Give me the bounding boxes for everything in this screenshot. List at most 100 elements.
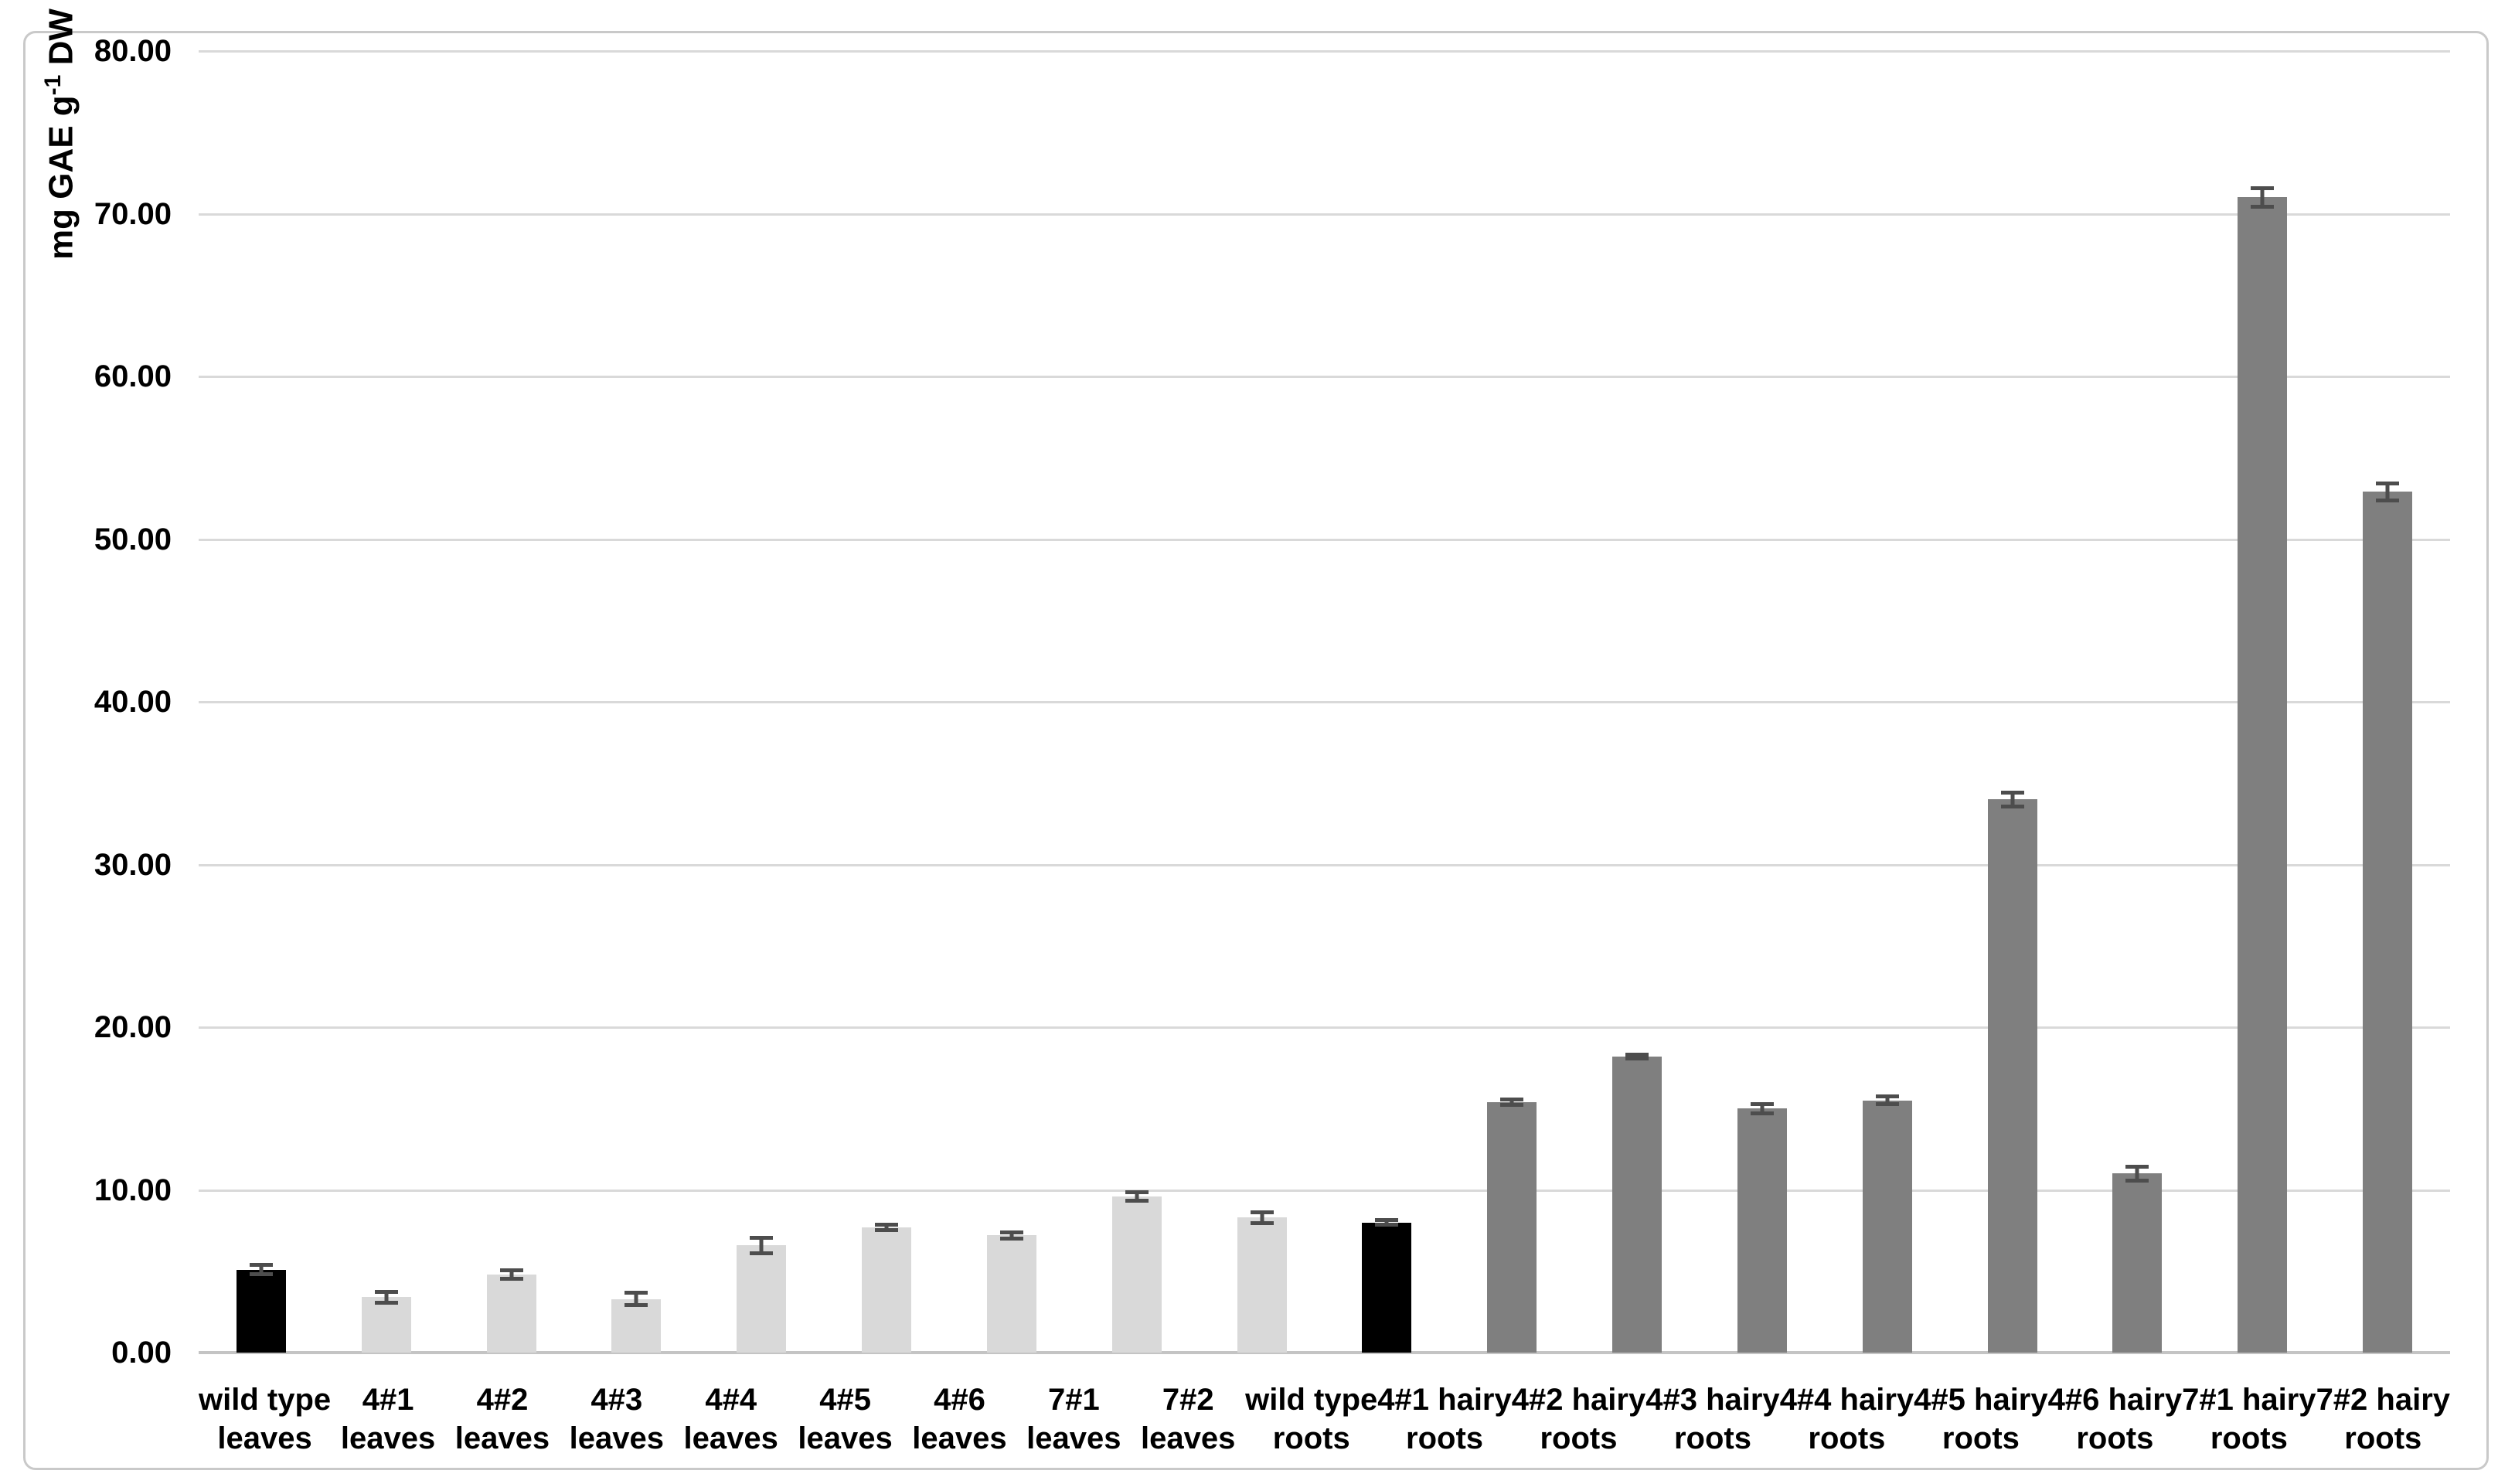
category-label: 4#2 hairy roots	[1512, 1353, 1645, 1458]
error-bar-cap-bottom	[624, 1302, 648, 1307]
error-bar-cap-bottom	[1125, 1199, 1149, 1203]
error-bar-cap-bottom	[1375, 1222, 1399, 1227]
y-tick-label: 80.00	[94, 34, 172, 68]
category-label: 4#3 hairy roots	[1645, 1353, 1779, 1458]
bar-slot	[824, 51, 949, 1353]
category-label: 4#6 hairy roots	[2048, 1353, 2182, 1458]
error-bar-cap-top	[1750, 1101, 1774, 1106]
category-label: 4#6 leaves	[903, 1353, 1017, 1458]
error-bar-cap-bottom	[1875, 1102, 1899, 1106]
y-tick-label: 60.00	[94, 359, 172, 393]
category-label: 4#2 leaves	[445, 1353, 560, 1458]
bar	[862, 1227, 912, 1353]
bar-slot	[324, 51, 449, 1353]
error-bar-cap-bottom	[1250, 1220, 1274, 1225]
error-bar-cap-top	[499, 1268, 523, 1272]
bar	[1237, 1217, 1287, 1353]
error-bar-cap-bottom	[875, 1228, 899, 1233]
y-axis-title-prefix: mg GAE g	[42, 95, 80, 260]
error-bar-cap-top	[875, 1222, 899, 1227]
gridline	[199, 50, 2450, 53]
bar	[1612, 1056, 1662, 1353]
bar-slot	[2200, 51, 2325, 1353]
category-label: 4#5 leaves	[788, 1353, 903, 1458]
category-label: 7#2 hairy roots	[2316, 1353, 2450, 1458]
category-label-line2: roots	[2344, 1421, 2422, 1455]
y-tick-label: 20.00	[94, 1010, 172, 1044]
category-label: 7#2 leaves	[1131, 1353, 1245, 1458]
error-bar-cap-bottom	[374, 1300, 398, 1305]
y-tick-label: 0.00	[111, 1336, 172, 1370]
category-label-line1: 4#5	[819, 1383, 871, 1417]
category-label-line1: 4#6 hairy	[2047, 1383, 2183, 1417]
category-label: 4#1 leaves	[331, 1353, 445, 1458]
bar-slot	[199, 51, 324, 1353]
y-tick-label: 30.00	[94, 847, 172, 882]
category-label-line2: roots	[1808, 1421, 1886, 1455]
category-label-line1: 4#2	[476, 1383, 529, 1417]
category-label-line1: 7#2	[1162, 1383, 1214, 1417]
category-label: 7#1 hairy roots	[2182, 1353, 2316, 1458]
error-bar-cap-bottom	[999, 1236, 1023, 1241]
error-bar-line	[259, 1264, 264, 1275]
y-axis-title-superscript: -1	[40, 74, 66, 96]
error-bar-line	[1635, 1053, 1639, 1060]
gridline	[199, 538, 2450, 541]
bar-slot	[1825, 51, 1950, 1353]
category-label: wild type leaves	[199, 1353, 331, 1458]
y-tick-label: 50.00	[94, 522, 172, 556]
bar	[1362, 1222, 1412, 1353]
gridline	[199, 701, 2450, 703]
category-label: 4#1 hairy roots	[1377, 1353, 1511, 1458]
gridline	[199, 376, 2450, 378]
category-label-line2: leaves	[340, 1421, 436, 1455]
error-bar-line	[1260, 1211, 1264, 1224]
category-label-line2: leaves	[1141, 1421, 1236, 1455]
category-label-line2: roots	[1406, 1421, 1484, 1455]
category-label-line2: roots	[2076, 1421, 2154, 1455]
category-label-line2: roots	[1272, 1421, 1350, 1455]
category-label-line2: leaves	[454, 1421, 550, 1455]
error-bar-cap-bottom	[2000, 804, 2024, 808]
category-label-line2: leaves	[569, 1421, 664, 1455]
error-bar-cap-bottom	[1750, 1111, 1774, 1115]
bar	[1987, 799, 2037, 1353]
category-label-line1: 4#3	[590, 1383, 643, 1417]
error-bar-cap-top	[2000, 790, 2024, 795]
bar	[361, 1297, 411, 1353]
bar	[486, 1274, 536, 1353]
bar	[236, 1269, 286, 1353]
category-label-line1: wild type	[1245, 1383, 1378, 1417]
category-label-line1: 7#2 hairy	[2316, 1383, 2451, 1417]
error-bar-cap-bottom	[1500, 1103, 1524, 1108]
category-label-line1: wild type	[199, 1383, 332, 1417]
error-bar-line	[884, 1224, 889, 1231]
category-label: 7#1 leaves	[1016, 1353, 1131, 1458]
category-label-line2: leaves	[912, 1421, 1007, 1455]
error-bar-cap-top	[1125, 1190, 1149, 1194]
category-label: 4#5 hairy roots	[1914, 1353, 2047, 1458]
bars-container	[199, 51, 2450, 1353]
y-tick-label: 40.00	[94, 685, 172, 719]
error-bar-line	[1509, 1098, 1514, 1106]
category-label-line1: 4#5 hairy	[1914, 1383, 2048, 1417]
category-label-line1: 4#6	[934, 1383, 985, 1417]
bar	[1737, 1108, 1787, 1353]
category-label: 4#4 hairy roots	[1780, 1353, 1914, 1458]
error-bar-cap-bottom	[2125, 1178, 2149, 1183]
error-bar-line	[1384, 1220, 1389, 1225]
category-label: wild type roots	[1245, 1353, 1377, 1458]
bar	[1487, 1101, 1537, 1353]
bar-slot	[573, 51, 699, 1353]
error-bar-cap-bottom	[750, 1251, 774, 1255]
category-label-line2: leaves	[683, 1421, 778, 1455]
error-bar-cap-top	[1375, 1218, 1399, 1223]
category-label-line2: roots	[1942, 1421, 2020, 1455]
bar-slot	[1324, 51, 1449, 1353]
gridline	[199, 863, 2450, 866]
bar-slot	[949, 51, 1074, 1353]
category-label-line2: leaves	[798, 1421, 893, 1455]
error-bar-line	[384, 1292, 389, 1303]
bar-slot	[1449, 51, 1574, 1353]
